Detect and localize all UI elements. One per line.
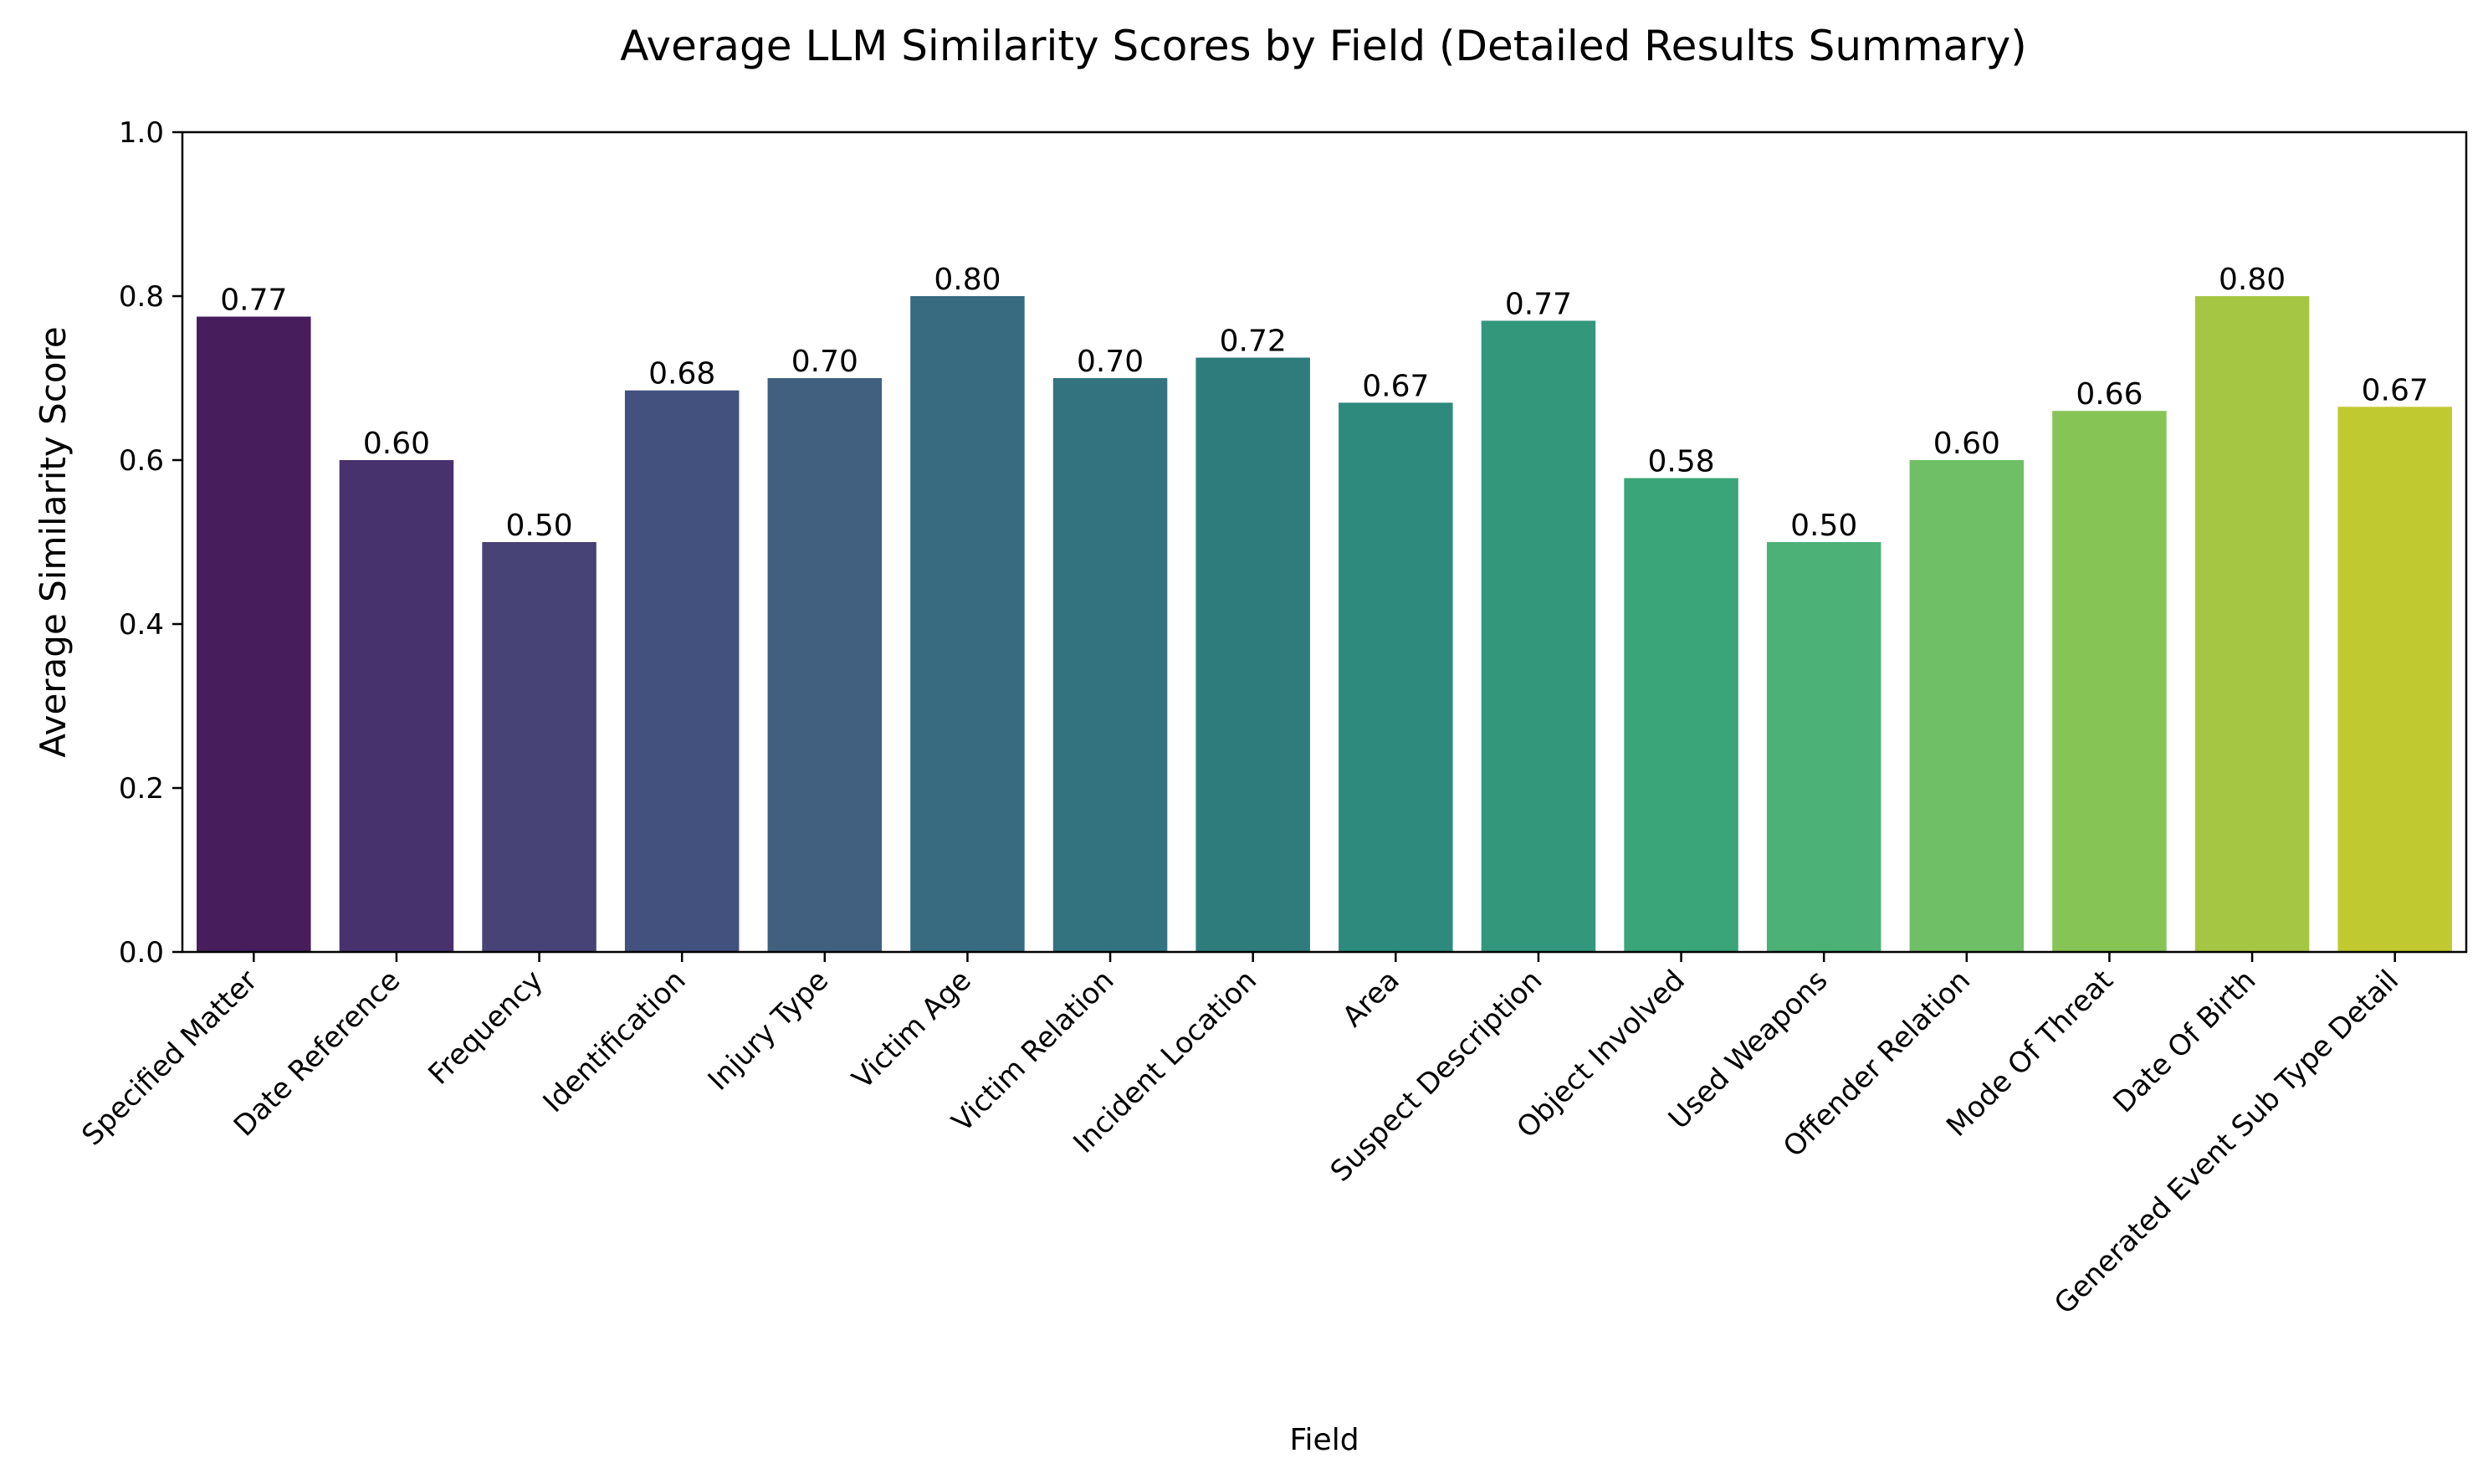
bar-suspect-description — [1481, 320, 1596, 952]
bars-group — [197, 296, 2452, 952]
bar-injury-type — [767, 378, 883, 952]
x-tick-label: Victim Age — [846, 964, 978, 1096]
bar-date-of-birth — [2194, 296, 2310, 952]
bar-area — [1339, 402, 1453, 952]
x-tick-label: Area — [1336, 964, 1406, 1034]
y-axis: 0.0 0.2 0.4 0.6 0.8 1.0 — [119, 116, 182, 970]
y-tick-label: 0.2 — [119, 772, 164, 806]
bar-value-label: 0.70 — [1077, 345, 1144, 379]
y-axis-label: Average Similarity Score — [33, 326, 74, 757]
y-tick-label: 0.6 — [119, 444, 164, 478]
bar-value-label: 0.67 — [1362, 369, 1429, 403]
y-tick-label: 1.0 — [119, 116, 164, 150]
bar-used-weapons — [1766, 542, 1881, 952]
bar-value-label: 0.50 — [505, 509, 572, 543]
bar-generated-event-sub-type-detail — [2337, 407, 2452, 952]
bar-incident-location — [1195, 357, 1310, 952]
bar-object-involved — [1624, 478, 1738, 952]
y-tick-label: 0.0 — [119, 936, 164, 970]
chart-title: Average LLM Similarity Scores by Field (… — [620, 22, 2027, 70]
bar-value-label: 0.77 — [1505, 287, 1572, 321]
bar-offender-relation — [1909, 460, 2025, 952]
bar-value-label: 0.80 — [2219, 263, 2286, 297]
bar-value-label: 0.50 — [1790, 509, 1857, 543]
bar-value-label: 0.58 — [1647, 445, 1714, 479]
bar-victim-age — [910, 296, 1025, 952]
bar-victim-relation — [1052, 378, 1168, 952]
bar-value-label: 0.66 — [2076, 377, 2143, 412]
bar-value-label: 0.60 — [363, 427, 430, 461]
bar-value-label: 0.68 — [648, 357, 715, 391]
bar-date-reference — [339, 460, 454, 952]
bar-value-label: 0.60 — [1933, 427, 2000, 461]
value-labels-group: 0.77 0.60 0.50 0.68 0.70 0.80 0.70 0.72 0.67 0.77… — [220, 263, 2429, 543]
bar-value-label: 0.67 — [2362, 373, 2429, 407]
x-axis-label: Field — [1289, 1423, 1359, 1457]
x-tick-label: Frequency — [422, 964, 549, 1091]
plot-frame — [181, 130, 2468, 954]
x-tick-label: Date Of Birth — [2107, 964, 2262, 1119]
y-tick-label: 0.4 — [119, 608, 164, 642]
x-tick-label: Injury Type — [702, 964, 836, 1098]
bar-value-label: 0.70 — [791, 345, 858, 379]
bar-value-label: 0.80 — [934, 263, 1001, 297]
bar-value-label: 0.72 — [1220, 325, 1287, 359]
bar-frequency — [482, 542, 596, 952]
bar-mode-of-threat — [2052, 411, 2167, 952]
y-tick-label: 0.8 — [119, 280, 164, 314]
x-tick-label: Identification — [537, 964, 693, 1119]
bar-identification — [624, 390, 740, 952]
bar-value-label: 0.77 — [220, 284, 287, 318]
bar-specified-matter — [197, 316, 311, 952]
